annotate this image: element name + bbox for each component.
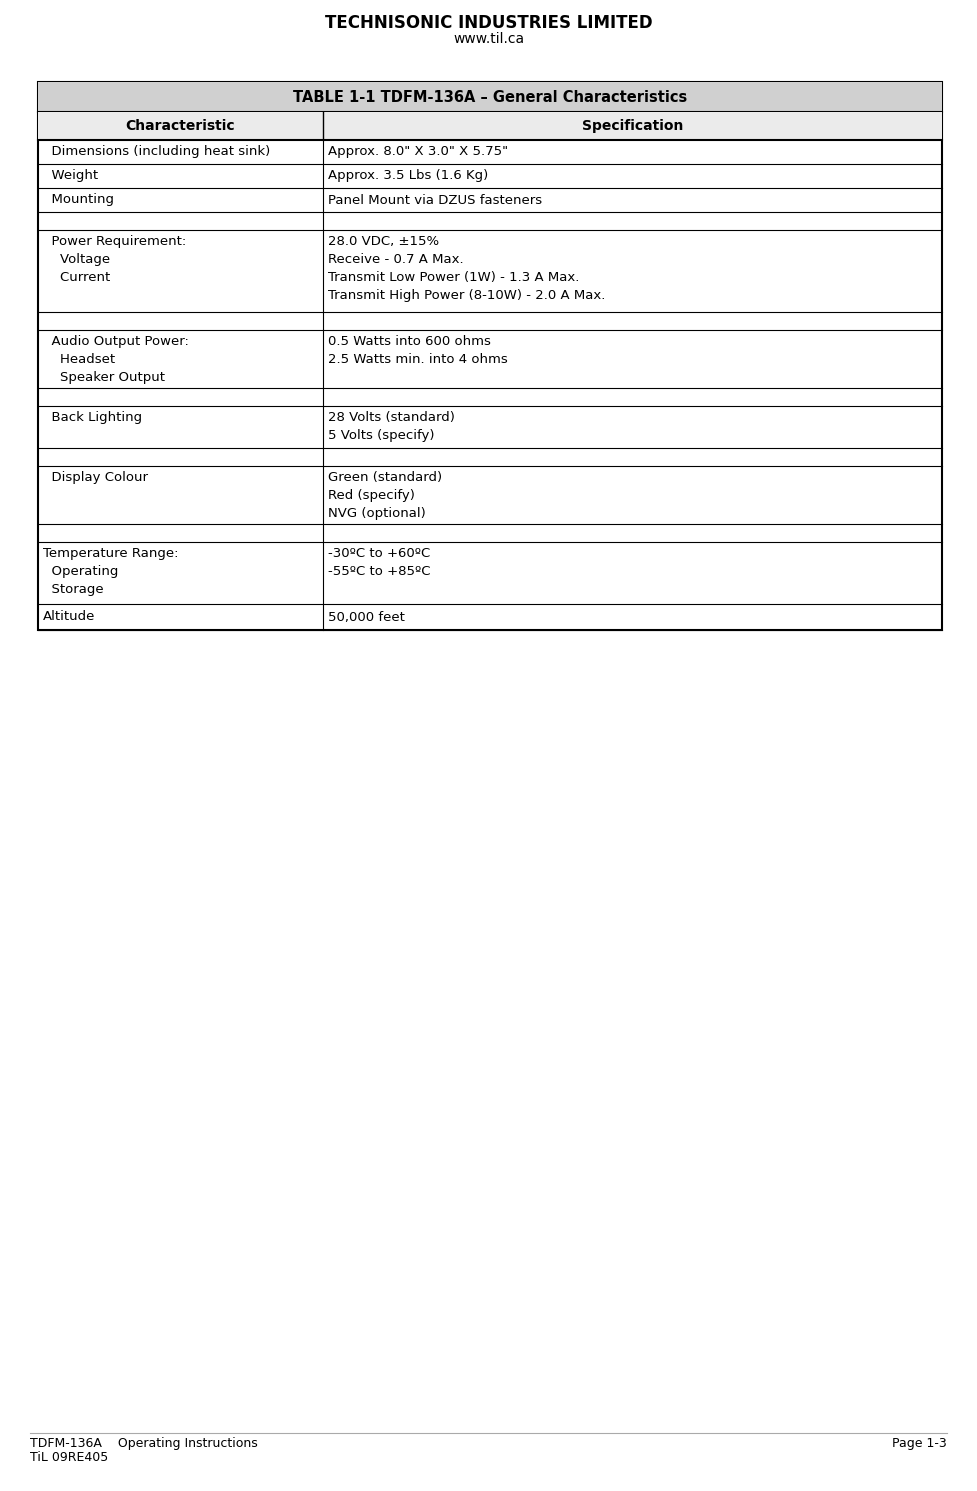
Text: Characteristic: Characteristic	[126, 119, 235, 133]
Text: Audio Output Power:
    Headset
    Speaker Output: Audio Output Power: Headset Speaker Outp…	[43, 335, 189, 385]
Text: Temperature Range:
  Operating
  Storage: Temperature Range: Operating Storage	[43, 547, 179, 596]
Text: Power Requirement:
    Voltage
    Current: Power Requirement: Voltage Current	[43, 236, 187, 283]
Text: 28.0 VDC, ±15%
Receive - 0.7 A Max.
Transmit Low Power (1W) - 1.3 A Max.
Transmi: 28.0 VDC, ±15% Receive - 0.7 A Max. Tran…	[327, 236, 605, 303]
Text: Specification: Specification	[581, 119, 683, 133]
Text: Altitude: Altitude	[43, 610, 96, 623]
Text: Green (standard)
Red (specify)
NVG (optional): Green (standard) Red (specify) NVG (opti…	[327, 471, 442, 520]
Bar	[38, 112, 942, 140]
Text: Dimensions (including heat sink): Dimensions (including heat sink)	[43, 146, 271, 158]
Text: 50,000 feet: 50,000 feet	[327, 610, 404, 623]
Bar	[38, 82, 942, 112]
Text: Approx. 3.5 Lbs (1.6 Kg): Approx. 3.5 Lbs (1.6 Kg)	[327, 170, 488, 182]
Text: -30ºC to +60ºC
-55ºC to +85ºC: -30ºC to +60ºC -55ºC to +85ºC	[327, 547, 430, 579]
Text: Display Colour: Display Colour	[43, 471, 148, 485]
Text: Back Lighting: Back Lighting	[43, 412, 142, 423]
Text: Page 1-3: Page 1-3	[892, 1437, 947, 1451]
Text: Mounting: Mounting	[43, 194, 114, 206]
Text: www.til.ca: www.til.ca	[453, 31, 524, 46]
Text: 0.5 Watts into 600 ohms
2.5 Watts min. into 4 ohms: 0.5 Watts into 600 ohms 2.5 Watts min. i…	[327, 335, 507, 365]
Text: TDFM-136A    Operating Instructions: TDFM-136A Operating Instructions	[30, 1437, 258, 1451]
Text: TiL 09RE405: TiL 09RE405	[30, 1451, 108, 1464]
Text: 28 Volts (standard)
5 Volts (specify): 28 Volts (standard) 5 Volts (specify)	[327, 412, 454, 441]
Text: Panel Mount via DZUS fasteners: Panel Mount via DZUS fasteners	[327, 194, 542, 206]
Text: Approx. 8.0" X 3.0" X 5.75": Approx. 8.0" X 3.0" X 5.75"	[327, 146, 508, 158]
Bar	[38, 82, 942, 631]
Text: TECHNISONIC INDUSTRIES LIMITED: TECHNISONIC INDUSTRIES LIMITED	[324, 13, 653, 31]
Text: TABLE 1-1 TDFM-136A – General Characteristics: TABLE 1-1 TDFM-136A – General Characteri…	[293, 89, 687, 104]
Text: Weight: Weight	[43, 170, 98, 182]
